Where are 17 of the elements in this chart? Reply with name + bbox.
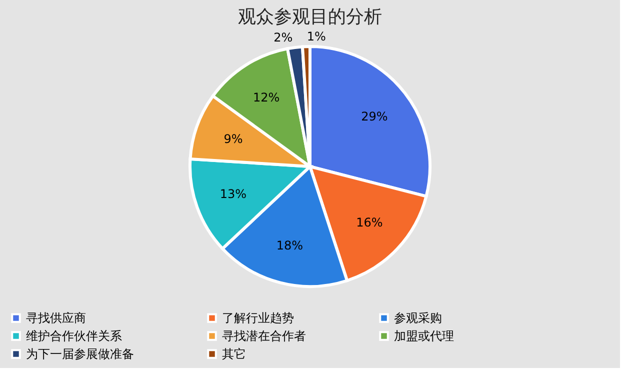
legend-label: 寻找潜在合作者 <box>222 329 306 343</box>
data-label: 18% <box>276 238 304 253</box>
chart-title: 观众参观目的分析 <box>238 6 382 28</box>
data-label: 13% <box>220 187 247 202</box>
legend-label: 加盟或代理 <box>394 329 454 343</box>
legend-label: 寻找供应商 <box>26 311 86 326</box>
data-label: 2% <box>274 30 293 45</box>
data-label: 16% <box>356 215 383 230</box>
data-label: 29% <box>361 109 388 124</box>
legend-label: 其它 <box>222 347 246 361</box>
data-label: 9% <box>224 132 243 146</box>
data-label: 1% <box>306 30 326 44</box>
legend-label: 参观采购 <box>394 311 442 326</box>
legend-label: 维护合作伙伴关系 <box>26 329 122 343</box>
data-label: 12% <box>252 90 280 105</box>
legend-label: 为下一届参展做准备 <box>26 347 134 361</box>
legend-label: 了解行业趋势 <box>222 311 294 326</box>
